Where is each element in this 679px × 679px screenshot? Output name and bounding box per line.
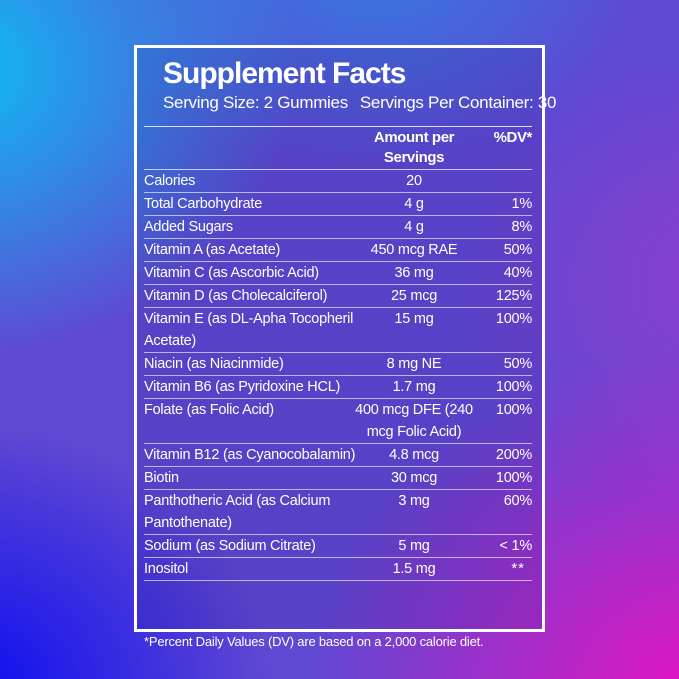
nutrient-row: Vitamin B12 (as Cyanocobalamin) 4.8 mcg …	[144, 444, 532, 467]
table-column-header: Amount per Servings %DV*	[144, 126, 532, 170]
nutrient-dv: 50%	[503, 242, 533, 258]
nutrient-dv: 60%	[503, 493, 533, 509]
nutrient-row: Niacin (as Niacinmide) 8 mg NE 50%	[144, 353, 532, 376]
nutrient-dv: **	[511, 560, 525, 577]
nutrient-row: Vitamin A (as Acetate) 450 mcg RAE 50%	[144, 239, 532, 262]
nutrient-amount: 4 g	[404, 219, 424, 235]
nutrient-dv: 100%	[495, 379, 532, 395]
nutrient-amount: 1.5 mg	[392, 561, 436, 577]
nutrient-amount: 36 mg	[394, 265, 434, 281]
serving-info: Serving Size: 2 Gummies Servings Per Con…	[163, 93, 557, 113]
nutrient-row: Vitamin C (as Ascorbic Acid) 36 mg 40%	[144, 262, 532, 285]
nutrient-amount: 25 mcg	[390, 288, 438, 304]
nutrient-name: Vitamin B12 (as Cyanocobalamin)	[144, 447, 356, 463]
nutrient-name: Vitamin D (as Cholecalciferol)	[144, 288, 328, 304]
nutrient-amount: 8 mg NE	[386, 356, 442, 372]
nutrient-row: Vitamin D (as Cholecalciferol) 25 mcg 12…	[144, 285, 532, 308]
nutrient-name: Sodium (as Sodium Citrate)	[144, 538, 316, 554]
nutrient-dv: 125%	[495, 288, 532, 304]
nutrient-dv: 50%	[503, 356, 533, 372]
nutrient-amount: 4.8 mcg	[389, 447, 439, 463]
nutrient-dv: 8%	[511, 219, 533, 235]
footnotes: *Percent Daily Values (DV) are based on …	[144, 581, 532, 679]
nutrient-amount: 3 mg	[398, 493, 430, 509]
nutrient-dv: < 1%	[499, 538, 533, 554]
nutrient-name: Biotin	[144, 470, 179, 486]
nutrient-dv: 200%	[495, 447, 532, 463]
nutrient-amount: 4 g	[404, 196, 424, 212]
nutrient-name: Inositol	[144, 561, 188, 577]
servings-per-container: Servings Per Container: 30	[359, 93, 557, 112]
nutrient-name: Total Carbohydrate	[144, 196, 263, 212]
footnote-daily-values: *Percent Daily Values (DV) are based on …	[144, 634, 484, 649]
facts-rows: Calories 20 Total Carbohydrate 4 g 1% Ad…	[144, 170, 532, 581]
nutrient-name: Niacin (as Niacinmide)	[144, 356, 284, 372]
nutrient-row: Panthotheric Acid (as Calcium Pantothena…	[144, 490, 532, 535]
nutrient-name: Vitamin C (as Ascorbic Acid)	[144, 265, 319, 281]
nutrient-name: Vitamin B6 (as Pyridoxine HCL)	[144, 379, 341, 395]
nutrient-row: Vitamin E (as DL-Apha Tocopheril Acetate…	[144, 308, 532, 353]
nutrient-amount: 20	[406, 173, 422, 189]
nutrient-row: Vitamin B6 (as Pyridoxine HCL) 1.7 mg 10…	[144, 376, 532, 399]
nutrient-dv: 1%	[511, 196, 533, 212]
nutrient-name: Panthotheric Acid (as Calcium Pantothena…	[144, 493, 331, 531]
nutrient-dv: 100%	[495, 402, 532, 418]
nutrient-amount: 1.7 mg	[392, 379, 436, 395]
nutrient-amount: 15 mg	[394, 311, 434, 327]
nutrient-name: Vitamin A (as Acetate)	[144, 242, 281, 258]
nutrient-amount: 400 mcg DFE (240 mcg Folic Acid)	[355, 402, 473, 440]
nutrient-dv: 100%	[495, 311, 532, 327]
nutrient-dv: 40%	[503, 265, 533, 281]
nutrient-name: Calories	[144, 173, 196, 189]
nutrient-amount: 30 mcg	[390, 470, 438, 486]
nutrient-row: Biotin 30 mcg 100%	[144, 467, 532, 490]
nutrient-amount: 450 mcg RAE	[370, 242, 458, 258]
nutrient-row: Inositol 1.5 mg **	[144, 558, 532, 581]
nutrient-name: Folate (as Folic Acid)	[144, 402, 274, 418]
nutrient-row: Sodium (as Sodium Citrate) 5 mg < 1%	[144, 535, 532, 558]
label-header: Supplement Facts Serving Size: 2 Gummies…	[144, 48, 557, 126]
nutrient-dv: 100%	[495, 470, 532, 486]
column-dv-label: %DV*	[493, 129, 533, 146]
nutrient-name: Vitamin E (as DL-Apha Tocopheril Acetate…	[144, 311, 354, 349]
nutrient-row: Total Carbohydrate 4 g 1%	[144, 193, 532, 216]
nutrient-name: Added Sugars	[144, 219, 233, 235]
nutrient-amount: 5 mg	[398, 538, 430, 554]
supplement-facts-label: Supplement Facts Serving Size: 2 Gummies…	[134, 45, 557, 649]
serving-size: Serving Size: 2 Gummies	[163, 93, 348, 112]
column-amount-label: Amount per Servings	[373, 129, 455, 166]
label-title: Supplement Facts	[163, 57, 406, 90]
nutrient-row: Calories 20	[144, 170, 532, 193]
nutrient-row: Folate (as Folic Acid) 400 mcg DFE (240 …	[144, 399, 532, 444]
nutrient-row: Added Sugars 4 g 8%	[144, 216, 532, 239]
